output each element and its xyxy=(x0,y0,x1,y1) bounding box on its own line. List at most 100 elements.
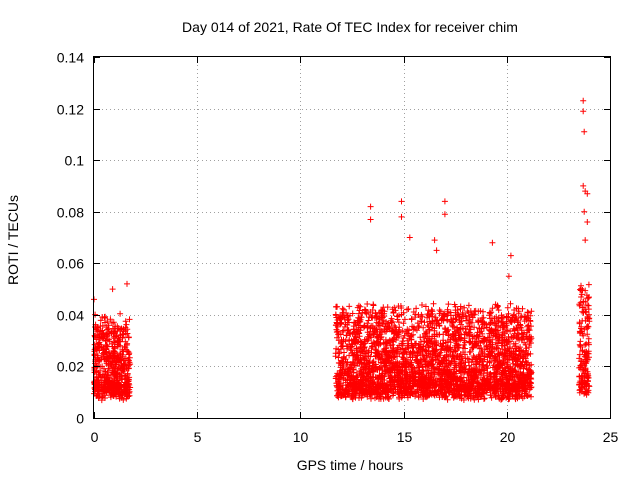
data-point xyxy=(350,358,357,365)
data-point xyxy=(498,340,505,347)
data-point xyxy=(481,381,488,388)
data-point xyxy=(465,320,472,327)
chart-title: Day 014 of 2021, Rate Of TEC Index for r… xyxy=(182,19,518,35)
data-point xyxy=(481,396,487,402)
data-point xyxy=(511,367,517,374)
data-point xyxy=(387,342,394,349)
data-point xyxy=(334,334,340,341)
data-point xyxy=(363,336,370,343)
data-point xyxy=(99,334,106,341)
data-point xyxy=(433,391,440,398)
data-point xyxy=(374,313,381,320)
data-point xyxy=(358,360,365,367)
data-point xyxy=(522,375,529,382)
data-point xyxy=(426,310,433,317)
x-tick-label: 15 xyxy=(397,429,413,445)
data-point xyxy=(122,318,129,325)
data-point xyxy=(406,351,413,358)
data-point xyxy=(444,346,451,353)
data-point xyxy=(454,311,461,318)
data-point xyxy=(339,309,346,316)
data-point xyxy=(103,388,110,394)
data-point xyxy=(520,333,527,340)
data-point xyxy=(475,396,482,403)
data-point xyxy=(351,351,358,358)
data-point xyxy=(452,392,459,399)
data-point xyxy=(361,323,367,330)
data-point xyxy=(391,322,398,329)
data-point xyxy=(585,281,592,288)
data-point xyxy=(341,323,348,330)
data-point xyxy=(355,302,362,309)
data-point xyxy=(524,309,531,316)
data-point xyxy=(382,394,389,401)
data-point xyxy=(104,381,111,388)
y-tick-label: 0.14 xyxy=(57,50,84,66)
data-point xyxy=(381,373,388,380)
data-point xyxy=(493,313,500,320)
data-point xyxy=(445,344,451,351)
data-point xyxy=(424,367,431,374)
data-point xyxy=(420,343,427,350)
data-point xyxy=(441,211,448,218)
data-point xyxy=(412,314,419,321)
data-point xyxy=(384,354,391,361)
data-point xyxy=(516,380,523,387)
data-point xyxy=(123,389,130,396)
data-point xyxy=(460,374,467,381)
data-point xyxy=(446,384,453,391)
data-point xyxy=(441,313,448,320)
data-point xyxy=(332,373,339,380)
data-point xyxy=(486,373,493,380)
data-point xyxy=(364,386,370,393)
data-point xyxy=(120,396,127,403)
data-point xyxy=(471,342,478,348)
data-point xyxy=(456,330,463,337)
data-point xyxy=(582,353,589,360)
data-point xyxy=(400,356,407,363)
data-point xyxy=(411,389,418,396)
data-point xyxy=(494,358,501,365)
data-point xyxy=(119,392,126,399)
data-point xyxy=(519,337,526,343)
data-point xyxy=(120,361,127,368)
data-point xyxy=(515,334,522,341)
data-point xyxy=(412,340,419,347)
data-point xyxy=(365,352,372,359)
data-point xyxy=(464,369,471,376)
data-point xyxy=(389,377,396,384)
data-point xyxy=(385,393,392,400)
data-point xyxy=(491,384,498,391)
data-point xyxy=(102,338,109,344)
data-point xyxy=(480,314,487,321)
data-point xyxy=(119,353,126,360)
data-point xyxy=(415,312,422,318)
data-point xyxy=(108,361,115,367)
data-point xyxy=(584,190,591,197)
data-point xyxy=(499,324,506,331)
data-point xyxy=(487,327,494,334)
data-point xyxy=(522,383,529,389)
data-point xyxy=(523,392,530,399)
data-point xyxy=(389,359,396,366)
data-point xyxy=(334,328,341,335)
data-point xyxy=(582,348,588,355)
data-point xyxy=(368,349,375,356)
data-point xyxy=(423,385,430,392)
data-point xyxy=(464,393,471,399)
y-tick-label: 0.04 xyxy=(57,308,84,324)
data-point xyxy=(466,349,473,356)
data-point xyxy=(393,337,399,343)
data-point xyxy=(384,304,391,311)
y-axis-label: ROTI / TECUs xyxy=(5,195,21,285)
data-point xyxy=(370,302,377,309)
data-point xyxy=(525,322,532,329)
data-point xyxy=(334,392,341,399)
data-point xyxy=(499,346,506,353)
data-point xyxy=(408,332,415,339)
data-point xyxy=(371,329,378,336)
data-point xyxy=(358,365,365,372)
data-point xyxy=(418,318,425,324)
data-point xyxy=(123,342,130,348)
y-tick-label: 0.08 xyxy=(57,205,84,221)
